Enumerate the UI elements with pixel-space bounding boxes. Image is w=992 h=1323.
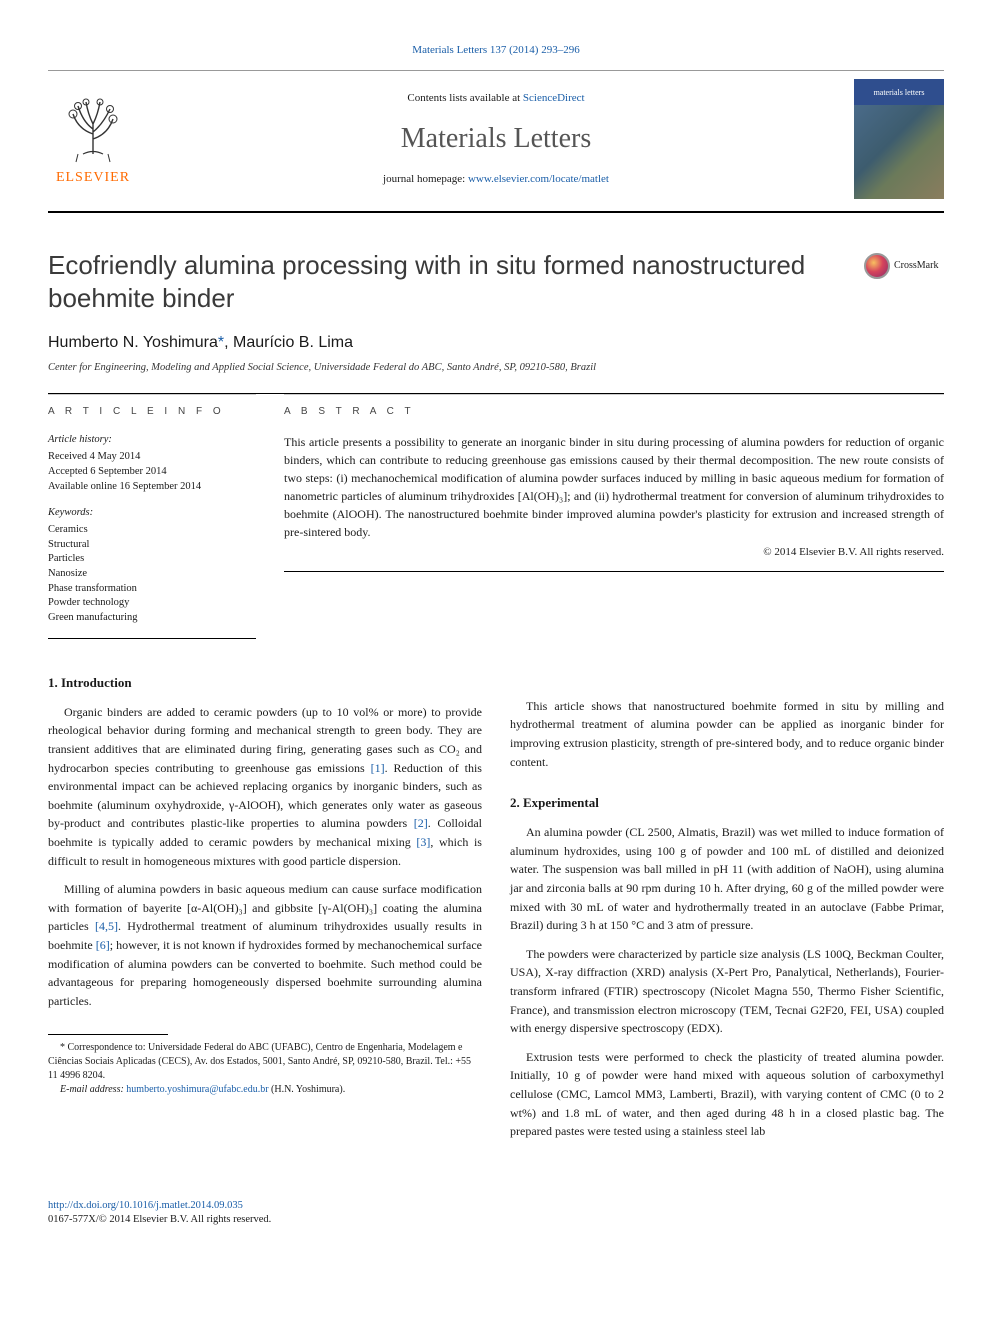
email-footnote: E-mail address: humberto.yoshimura@ufabc… [48, 1083, 482, 1097]
abstract-heading: A B S T R A C T [284, 405, 944, 419]
article-info-heading: A R T I C L E I N F O [48, 405, 256, 419]
keywords-list: CeramicsStructuralParticlesNanosizePhase… [48, 523, 256, 626]
intro-paragraph-3: This article shows that nanostructured b… [510, 697, 944, 771]
section-2-heading: 2. Experimental [510, 793, 944, 813]
abstract-bottom-rule [284, 571, 944, 572]
right-column: This article shows that nanostructured b… [510, 669, 944, 1151]
body-two-column: 1. Introduction Organic binders are adde… [48, 669, 944, 1151]
elsevier-tree-icon [48, 84, 138, 164]
affiliation: Center for Engineering, Modeling and App… [48, 361, 944, 376]
article-info-column: A R T I C L E I N F O Article history: R… [48, 394, 256, 638]
ref-link-6[interactable]: [6] [96, 938, 110, 952]
elsevier-wordmark: ELSEVIER [48, 168, 138, 188]
info-bottom-rule [48, 638, 256, 639]
left-column: 1. Introduction Organic binders are adde… [48, 669, 482, 1151]
keywords-label: Keywords: [48, 506, 256, 521]
accepted-date: Accepted 6 September 2014 [48, 465, 256, 480]
article-title: Ecofriendly alumina processing with in s… [48, 249, 844, 314]
keyword-item: Green manufacturing [48, 611, 256, 626]
journal-homepage-link[interactable]: www.elsevier.com/locate/matlet [468, 173, 609, 185]
elsevier-logo: ELSEVIER [48, 84, 138, 194]
ref-link-4-5[interactable]: [4,5] [95, 919, 118, 933]
crossmark-label: CrossMark [894, 259, 938, 273]
intro-paragraph-2: Milling of alumina powders in basic aque… [48, 880, 482, 1010]
section-1-heading: 1. Introduction [48, 673, 482, 693]
journal-reference-link[interactable]: Materials Letters 137 (2014) 293–296 [48, 40, 944, 58]
article-history-label: Article history: [48, 433, 256, 448]
crossmark-icon [864, 253, 890, 279]
available-online-date: Available online 16 September 2014 [48, 480, 256, 495]
ref-link-2[interactable]: [2] [414, 816, 428, 830]
journal-cover-thumbnail: materials letters [854, 79, 944, 199]
author-2: Maurício B. Lima [233, 334, 353, 351]
journal-name: Materials Letters [138, 119, 854, 158]
received-date: Received 4 May 2014 [48, 450, 256, 465]
experimental-paragraph-2: The powders were characterized by partic… [510, 945, 944, 1038]
abstract-text: This article presents a possibility to g… [284, 433, 944, 541]
author-1: Humberto N. Yoshimura [48, 334, 218, 351]
issn-copyright-line: 0167-577X/© 2014 Elsevier B.V. All right… [48, 1213, 944, 1228]
experimental-paragraph-3: Extrusion tests were performed to check … [510, 1048, 944, 1141]
keyword-item: Ceramics [48, 523, 256, 538]
ref-link-1[interactable]: [1] [371, 761, 385, 775]
crossmark-badge[interactable]: CrossMark [864, 253, 944, 279]
keyword-item: Particles [48, 552, 256, 567]
sciencedirect-link[interactable]: ScienceDirect [523, 92, 585, 104]
correspondence-footnote: * Correspondence to: Universidade Federa… [48, 1041, 482, 1083]
doi-link[interactable]: http://dx.doi.org/10.1016/j.matlet.2014.… [48, 1200, 243, 1211]
experimental-paragraph-1: An alumina powder (CL 2500, Almatis, Bra… [510, 823, 944, 935]
keyword-item: Structural [48, 538, 256, 553]
abstract-copyright: © 2014 Elsevier B.V. All rights reserved… [284, 545, 944, 560]
keyword-item: Nanosize [48, 567, 256, 582]
corresponding-email-link[interactable]: humberto.yoshimura@ufabc.edu.br [126, 1084, 268, 1095]
cover-title-strip: materials letters [854, 79, 944, 105]
footnote-divider [48, 1034, 168, 1035]
contents-available-line: Contents lists available at ScienceDirec… [138, 91, 854, 106]
keyword-item: Powder technology [48, 596, 256, 611]
journal-header: ELSEVIER Contents lists available at Sci… [48, 70, 944, 213]
keyword-item: Phase transformation [48, 582, 256, 597]
ref-link-3[interactable]: [3] [416, 835, 430, 849]
cover-image-placeholder [854, 105, 944, 199]
intro-paragraph-1: Organic binders are added to ceramic pow… [48, 703, 482, 870]
abstract-column: A B S T R A C T This article presents a … [284, 394, 944, 638]
authors-line: Humberto N. Yoshimura*, Maurício B. Lima [48, 332, 944, 354]
doi-block: http://dx.doi.org/10.1016/j.matlet.2014.… [48, 1199, 944, 1228]
journal-homepage-line: journal homepage: www.elsevier.com/locat… [138, 172, 854, 187]
